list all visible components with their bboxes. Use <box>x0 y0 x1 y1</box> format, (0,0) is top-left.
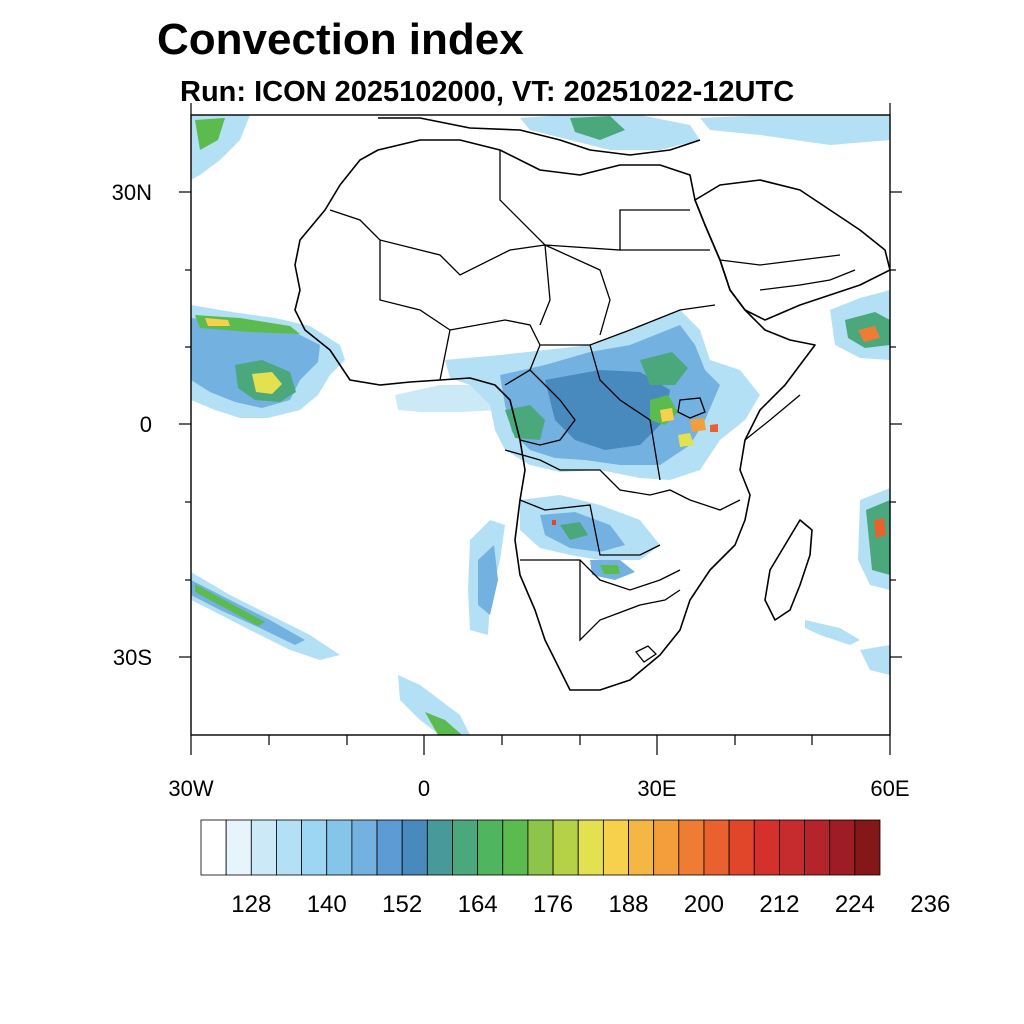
colorbar <box>200 819 881 876</box>
colorbar-swatch <box>276 819 302 876</box>
field-central-hot3 <box>678 433 694 447</box>
field-angola-core <box>560 522 588 540</box>
lon-label-0: 0 <box>418 776 430 801</box>
lat-label-30s: 30S <box>113 645 152 670</box>
field-mediterranean-core <box>570 116 625 140</box>
field-central-core3 <box>640 352 688 385</box>
colorbar-swatch <box>829 819 856 876</box>
colorbar-swatch <box>477 819 504 876</box>
colorbar-swatch <box>779 819 805 876</box>
field-madagascar-east-peak <box>874 518 886 538</box>
field-satlantic-front <box>191 572 340 660</box>
field-atlantic-streak-mid <box>478 545 498 615</box>
field-central-core2 <box>505 405 545 440</box>
colorbar-swatch <box>628 819 655 876</box>
colorbar-label: 128 <box>231 891 271 918</box>
colorbar-label: 212 <box>759 891 799 918</box>
mediterranean-coast <box>378 117 701 156</box>
field-angola-peak <box>552 520 556 525</box>
lon-label-30e: 30E <box>637 776 676 801</box>
colorbar-swatch <box>804 819 831 876</box>
colorbar-swatch <box>678 819 705 876</box>
colorbar-label: 236 <box>910 891 950 918</box>
colorbar-swatch <box>225 819 252 876</box>
colorbar-swatch <box>452 819 479 876</box>
colorbar-swatch <box>753 819 780 876</box>
colorbar-swatch <box>376 819 403 876</box>
colorbar-label: 164 <box>458 891 498 918</box>
colorbar-swatch <box>351 819 378 876</box>
colorbar-swatch <box>301 819 328 876</box>
field-south-swirl-core <box>425 712 462 735</box>
colorbar-swatch <box>728 819 755 876</box>
lat-label-30n: 30N <box>112 180 152 205</box>
colorbar-label: 188 <box>608 891 648 918</box>
field-westafrica-band-peak <box>205 318 230 326</box>
colorbar-label: 140 <box>307 891 347 918</box>
colorbar-swatch <box>200 819 227 876</box>
colorbar-label: 224 <box>835 891 875 918</box>
arabia-coastline <box>694 179 890 321</box>
field-arabian-sea-peak <box>858 326 880 342</box>
map-title: Convection index <box>157 15 524 64</box>
field-central-hot1 <box>660 408 674 422</box>
map-frame <box>190 114 891 736</box>
colorbar-labels: 128 140 152 164 176 188 200 212 224 236 <box>231 891 950 918</box>
colorbar-swatch <box>426 819 453 876</box>
colorbar-swatch <box>854 819 881 876</box>
colorbar-swatch <box>527 819 554 876</box>
lat-label-0: 0 <box>140 412 152 437</box>
internal-borders <box>329 150 856 642</box>
field-satlantic-front-core <box>195 584 265 626</box>
colorbar-swatch <box>401 819 428 876</box>
field-zambia-core <box>600 565 620 574</box>
lon-label-60e: 60E <box>870 776 909 801</box>
axis-ticks <box>179 103 902 755</box>
convection-field <box>191 115 890 735</box>
field-central-hot2 <box>690 418 706 432</box>
colorbar-label: 152 <box>382 891 422 918</box>
colorbar-swatch <box>326 819 353 876</box>
field-satlantic-front-mid <box>191 580 305 645</box>
colorbar-label: 200 <box>684 891 724 918</box>
field-westafrica-peak <box>252 372 282 394</box>
colorbar-swatch <box>250 819 277 876</box>
field-indian-ocean <box>860 645 890 675</box>
field-south-swirl <box>398 675 470 735</box>
colorbar-swatch <box>703 819 730 876</box>
lake-victoria <box>677 397 706 419</box>
madagascar-coastline <box>764 519 813 621</box>
colorbar-swatch <box>602 819 629 876</box>
lake-lesotho <box>634 645 658 663</box>
colorbar-swatch <box>552 819 579 876</box>
colorbar-label: 176 <box>533 891 573 918</box>
map-panel <box>190 114 891 736</box>
field-iberia-core <box>195 118 225 150</box>
field-central-hot4 <box>710 424 718 432</box>
country-borders <box>294 117 890 691</box>
field-central-core1 <box>545 370 670 450</box>
lon-label-30w: 30W <box>168 776 213 801</box>
field-neareast <box>700 115 890 145</box>
colorbar-swatch <box>502 819 529 876</box>
map-subtitle: Run: ICON 2025102000, VT: 20251022-12UTC <box>180 76 794 108</box>
colorbar-swatch <box>577 819 604 876</box>
field-mozambique <box>805 620 860 645</box>
colorbar-swatch <box>653 819 680 876</box>
